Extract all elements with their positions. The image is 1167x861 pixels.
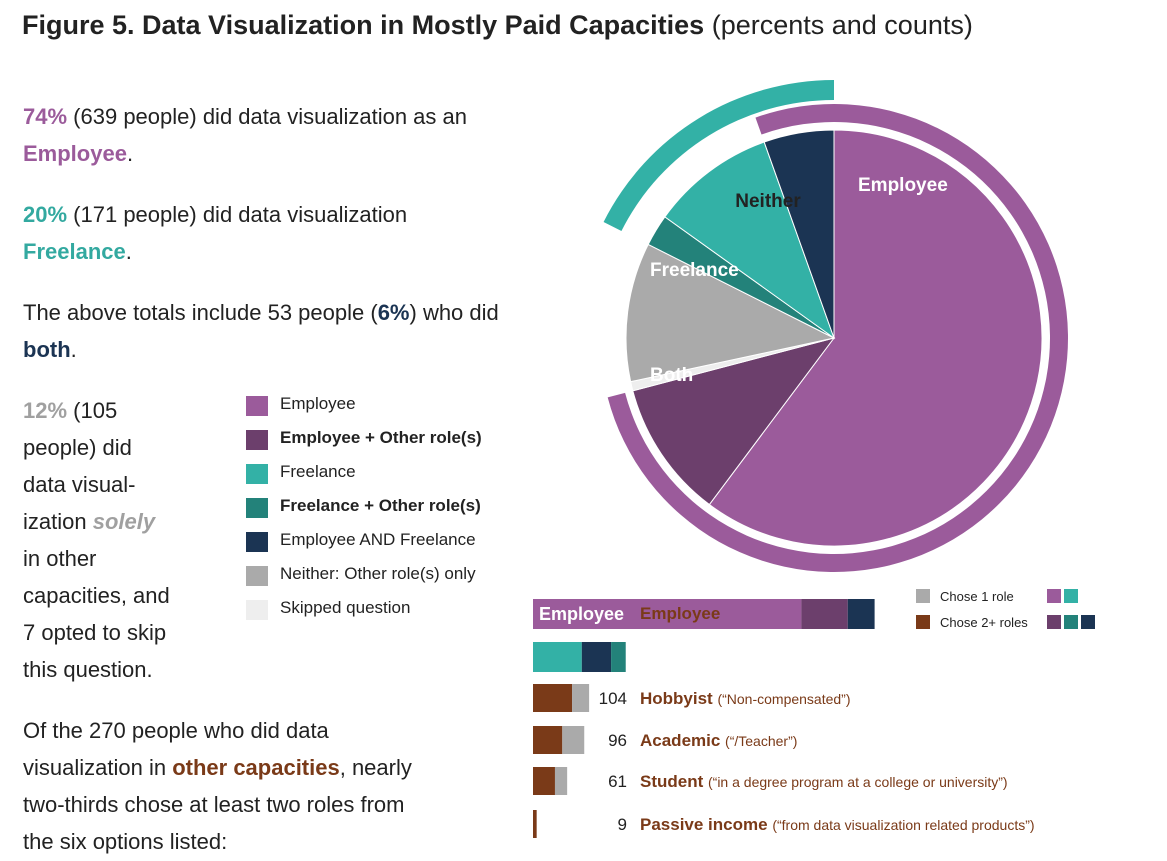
legend-swatch [246,396,268,416]
bar-segment [533,726,563,754]
bar-category-label: Student (“in a degree program at a colle… [640,772,1008,791]
bar-segment [581,642,612,672]
other-l2a: visualization in [23,755,167,780]
solely-l3: data visual- [23,472,136,497]
pie-slice [708,129,1043,547]
paragraph-both: The above totals include 53 people (6%) … [23,294,503,368]
legend-label: Employee [280,394,356,413]
paragraph-freelance: 20% (171 people) did data visualization … [23,196,493,270]
freelance-end: . [125,239,132,264]
legend-swatch [246,600,268,620]
bar-segment [611,642,626,672]
bar-legend-swatch [916,615,930,629]
bar-category-label: Hobbyist (“Non-compensated”) [640,689,851,708]
pie-slice [763,129,835,339]
freelance-text: (171 people) did data visualization [73,202,408,227]
legend-swatch [246,430,268,450]
bar-legend-swatch [1081,615,1095,629]
bar-legend-label: Chose 2+ roles [940,615,1028,630]
bar-segment [801,599,848,629]
bar-segment [554,767,568,795]
bar-count-label: 104 [599,689,627,708]
bar-segment [533,642,582,672]
solely-l5: in other [23,546,97,571]
both-text-a: The above totals include 53 people ( [23,300,378,325]
bar-legend-label: Chose 1 role [940,589,1014,604]
other-l4: the six options listed: [23,829,228,854]
legend-label: Neither: Other role(s) only [280,564,476,583]
legend-swatch [246,532,268,552]
both-end: . [70,337,77,362]
other-l2b: , nearly [339,755,412,780]
legend-label: Freelance [280,462,356,481]
both-emph: both [23,337,71,362]
both-percent: 6% [377,300,410,325]
bar-segment [533,810,537,838]
freelance-percent: 20% [23,202,68,227]
other-emph: other capacities [172,755,340,780]
bar-segment [533,684,573,712]
bar-legend-swatch [1047,589,1061,603]
bar-segment [533,599,802,629]
solely-l7: 7 opted to skip [23,620,167,645]
legend-label: Employee + Other role(s) [280,428,482,447]
bar-category-label: Academic (“/Teacher”) [640,731,797,750]
bar-legend-swatch [916,589,930,603]
both-text-c: who did [422,300,499,325]
bar-segment [572,684,590,712]
legend-swatch [246,498,268,518]
legend-swatch [246,566,268,586]
bar-segment [562,726,585,754]
bar-segment [847,599,875,629]
paragraph-solely: 12% (105 people) did data visual- izatio… [23,392,223,688]
solely-l8: this question. [23,657,153,682]
employee-text: (639 people) did data visualization as a… [73,104,467,129]
paragraph-employee: 74% (639 people) did data visualization … [23,98,523,172]
pie-slice [632,337,836,506]
bar-count-label: 61 [608,772,627,791]
legend-swatch [246,464,268,484]
bar-legend-swatch [1064,615,1078,629]
solely-l2: people) did [23,435,132,460]
pie-slice-label: Freelance [650,260,739,281]
bar-inner-label: Employee [539,604,624,624]
bar-legend-swatch [1047,615,1061,629]
solely-l6: capacities, and [23,583,170,608]
both-text-b: ) [409,300,417,325]
solely-l1: (105 [73,398,118,423]
bar-count-label: 9 [618,815,627,834]
outer-arc [603,80,834,231]
solely-emph: solely [92,509,156,534]
employee-end: . [126,141,134,166]
bar-legend-swatch [1064,589,1078,603]
other-l3: two-thirds chose at least two roles from [23,792,405,817]
bar-count-label: 96 [608,731,627,750]
pie-slice-label: Both [650,365,693,386]
bar-category-label: Passive income (“from data visualization… [640,815,1035,834]
figure-title-bold: Figure 5. Data Visualization in Mostly P… [22,10,705,40]
bar-category-label: Employee [640,604,720,623]
figure-title: Figure 5. Data Visualization in Mostly P… [22,10,973,41]
other-l1: Of the 270 people who did data [23,718,329,743]
freelance-emph: Freelance [23,239,126,264]
legend-label: Freelance + Other role(s) [280,496,481,515]
bar-segment [533,767,555,795]
solely-l4: ization [23,509,87,534]
legend-label: Skipped question [280,598,411,617]
pie-slice [625,243,836,383]
pie-slice-label: Neither [735,191,801,212]
paragraph-other: Of the 270 people who did data visualiza… [23,712,523,860]
figure-title-rest: (percents and counts) [711,10,973,40]
pie-slice-label: Employee [858,175,948,196]
employee-percent: 74% [23,104,68,129]
employee-emph: Employee [23,141,127,166]
pie-slice [664,141,836,340]
legend-label: Employee AND Freelance [280,530,476,549]
solely-percent: 12% [23,398,68,423]
